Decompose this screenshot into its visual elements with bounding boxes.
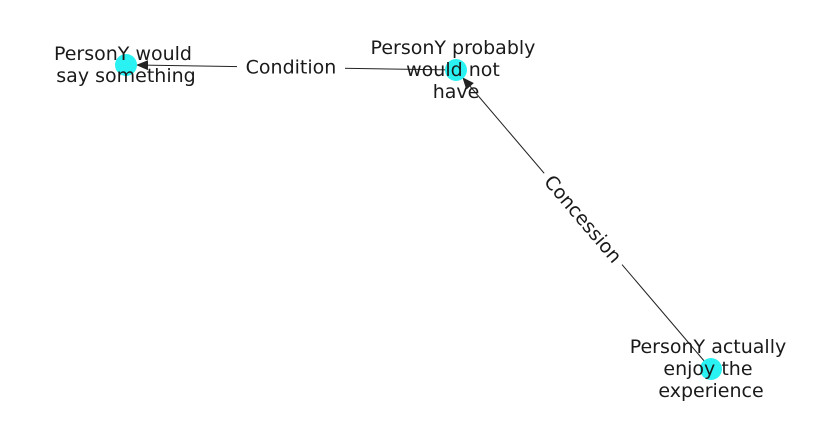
edge-concession: Concession [462, 77, 712, 370]
edge-label-background [534, 164, 632, 274]
node-label-line: have [433, 81, 480, 103]
edge-label-background [237, 55, 345, 81]
node-label: PersonY actually enjoy the experience [630, 336, 793, 402]
graph-node[interactable]: PersonY probably would not have [371, 37, 542, 103]
node-label-line: would not [406, 59, 500, 81]
node-circle [445, 59, 467, 81]
node-label-line: experience [658, 380, 763, 402]
graph-node[interactable]: PersonY actually enjoy the experience [630, 336, 793, 402]
node-circle [700, 358, 722, 380]
node-label: PersonY probably would not have [371, 37, 542, 103]
node-label-line: say something [56, 65, 195, 87]
node-label-line: PersonY probably [371, 37, 536, 59]
node-label-line: PersonY would [54, 43, 192, 65]
edge-label: Concession [539, 171, 626, 267]
node-label: PersonY would say something [54, 43, 198, 87]
graph-node[interactable]: PersonY would say something [54, 43, 198, 87]
edge-condition: Condition [136, 55, 457, 81]
edge-label: Condition [246, 57, 337, 79]
node-circle [115, 54, 137, 76]
node-label-line: PersonY actually [630, 336, 787, 358]
node-label-line: enjoy the [663, 358, 752, 380]
